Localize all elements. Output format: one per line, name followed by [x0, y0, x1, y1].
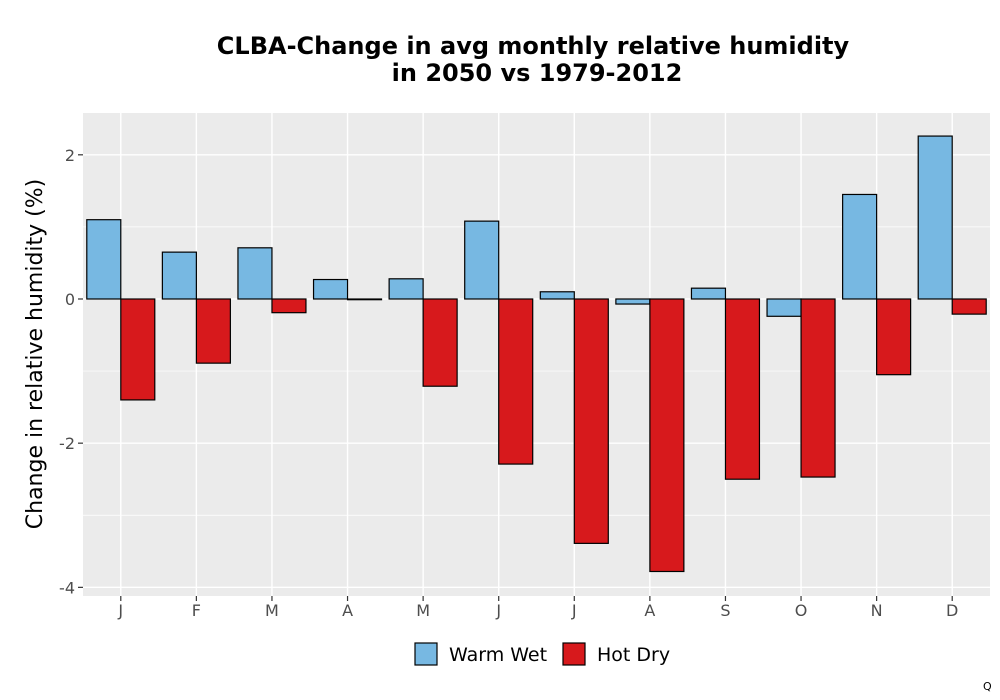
x-tick-label: S: [720, 601, 730, 620]
bar-warm-wet: [766, 298, 802, 317]
bar-hot-dry: [346, 298, 383, 301]
y-tick-label: 2: [65, 146, 75, 165]
corner-mark: Q: [983, 680, 992, 693]
bar-hot-dry: [951, 298, 987, 315]
bar-warm-wet: [842, 193, 878, 300]
x-tick-label: J: [495, 601, 501, 620]
y-tick-label: -2: [59, 434, 75, 453]
bar-warm-wet: [615, 298, 651, 305]
bar-hot-dry: [120, 298, 156, 401]
legend-key-hot-dry: [562, 642, 586, 666]
bar-hot-dry: [271, 298, 307, 314]
x-tick-label: J: [117, 601, 123, 620]
legend-label: Warm Wet: [449, 644, 547, 666]
bar-warm-wet: [690, 287, 727, 300]
bar-warm-wet: [539, 291, 575, 300]
bar-warm-wet: [917, 135, 953, 300]
x-tick-label: M: [265, 601, 279, 620]
x-tick-label: F: [192, 601, 201, 620]
chart-title-line2: in 2050 vs 1979-2012: [392, 59, 683, 87]
x-tick-label: J: [571, 601, 577, 620]
bar-hot-dry: [195, 298, 231, 364]
bar-warm-wet: [312, 278, 349, 300]
x-tick-label: A: [644, 601, 655, 620]
bar-hot-dry: [724, 298, 761, 480]
y-axis-label: Change in relative humidity (%): [23, 179, 48, 529]
bar-hot-dry: [422, 298, 458, 387]
axes: -4 -2 0 2 J F M A M J J A S O N D: [59, 146, 958, 620]
chart-title-line1: CLBA-Change in avg monthly relative humi…: [217, 32, 850, 60]
x-tick-label: D: [946, 601, 958, 620]
bar-warm-wet: [237, 247, 273, 300]
legend-key-warm-wet: [414, 642, 438, 666]
bar-hot-dry: [876, 298, 912, 376]
x-tick-label: O: [795, 601, 808, 620]
y-tick-label: 0: [65, 290, 75, 309]
x-tick-label: M: [416, 601, 430, 620]
x-tick-label: N: [871, 601, 883, 620]
bar-warm-wet: [161, 251, 197, 300]
bar-hot-dry: [800, 298, 836, 478]
x-tick-label: A: [342, 601, 353, 620]
bar-hot-dry: [573, 298, 609, 544]
bar-warm-wet: [464, 220, 500, 300]
y-tick-label: -4: [59, 578, 75, 597]
bar-warm-wet: [388, 278, 424, 300]
bar-warm-wet: [86, 219, 122, 300]
legend-label: Hot Dry: [597, 644, 670, 666]
legend: Warm Wet Hot Dry: [414, 642, 670, 666]
bars: [86, 135, 987, 573]
bar-hot-dry: [498, 298, 534, 465]
bar-hot-dry: [649, 298, 685, 573]
